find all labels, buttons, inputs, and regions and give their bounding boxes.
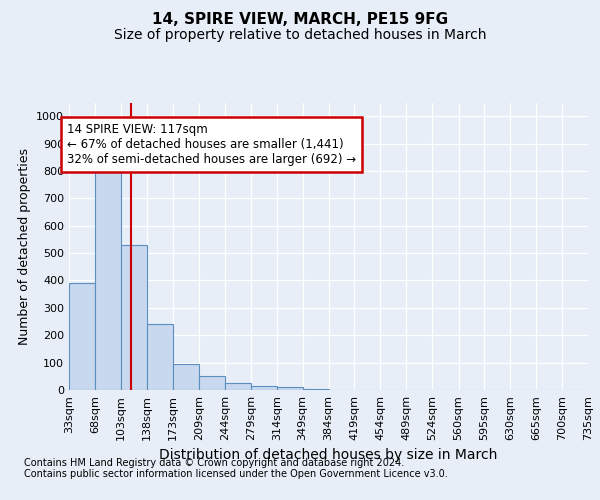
- Y-axis label: Number of detached properties: Number of detached properties: [17, 148, 31, 345]
- Text: 14 SPIRE VIEW: 117sqm
← 67% of detached houses are smaller (1,441)
32% of semi-d: 14 SPIRE VIEW: 117sqm ← 67% of detached …: [67, 123, 356, 166]
- Text: Contains HM Land Registry data © Crown copyright and database right 2024.
Contai: Contains HM Land Registry data © Crown c…: [24, 458, 448, 479]
- Bar: [251, 386, 277, 390]
- Bar: [146, 324, 173, 390]
- Bar: [95, 164, 121, 390]
- X-axis label: Distribution of detached houses by size in March: Distribution of detached houses by size …: [160, 448, 497, 462]
- Text: 14, SPIRE VIEW, MARCH, PE15 9FG: 14, SPIRE VIEW, MARCH, PE15 9FG: [152, 12, 448, 28]
- Bar: [69, 283, 95, 390]
- Bar: [225, 383, 251, 390]
- Bar: [121, 245, 146, 390]
- Bar: [302, 388, 329, 390]
- Bar: [173, 364, 199, 390]
- Text: Size of property relative to detached houses in March: Size of property relative to detached ho…: [114, 28, 486, 42]
- Bar: [199, 376, 225, 390]
- Bar: [277, 388, 302, 390]
